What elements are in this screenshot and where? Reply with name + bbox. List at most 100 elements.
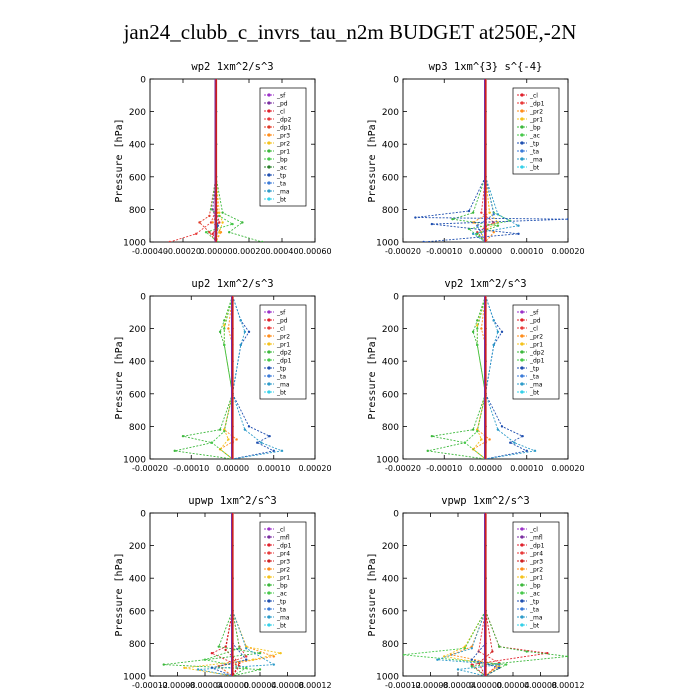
data-point (492, 231, 495, 234)
legend-entry-label: _pr2 (276, 333, 290, 340)
data-point (218, 211, 221, 214)
y-tick-label: 200 (382, 542, 399, 552)
data-point (471, 211, 475, 214)
legend-entry-label: _pr2 (529, 566, 543, 573)
data-point (422, 240, 425, 242)
legend-entry-label: _pr2 (276, 140, 290, 147)
legend-marker (520, 390, 524, 394)
legend-entry-label: _pr2 (529, 333, 543, 340)
legend-marker (520, 382, 524, 386)
data-point (218, 428, 222, 431)
data-point (217, 645, 220, 648)
data-point (498, 663, 501, 666)
y-tick-label: 1000 (376, 456, 399, 466)
legend-marker (267, 591, 271, 595)
data-point (256, 441, 259, 444)
legend-box (259, 87, 307, 207)
data-point (566, 217, 568, 221)
x-tick-label: 0.00008 (524, 681, 557, 690)
data-point (203, 658, 207, 661)
data-point (204, 231, 208, 234)
data-point (470, 647, 473, 650)
legend-entry-label: _pr4 (529, 550, 543, 557)
legend-entry-label: _bp (276, 156, 288, 163)
legend-marker (267, 382, 271, 386)
data-point (272, 663, 275, 666)
legend-entry-label: _pr3 (276, 132, 290, 139)
series-line-ac (403, 513, 508, 676)
legend-entry-label: _ac (276, 164, 287, 171)
y-tick-label: 400 (129, 358, 146, 368)
legend-entry-label: _bt (276, 389, 287, 396)
y-axis-label: Pressure [hPa] (114, 552, 125, 636)
data-point (500, 330, 504, 334)
data-point (496, 330, 500, 334)
data-point (210, 441, 214, 444)
chart-panel-3: up2 1xm^2/s^3 Pressure [hPa] 0 200 400 600 800… (114, 278, 332, 473)
legend-marker (520, 101, 524, 105)
data-point (496, 224, 500, 227)
legend-marker (520, 133, 524, 137)
data-point (168, 240, 171, 242)
data-point (463, 647, 467, 650)
y-tick-label: 200 (129, 108, 146, 118)
y-tick-label: 200 (382, 325, 399, 335)
legend-marker (267, 390, 271, 394)
series-line-bp (163, 513, 261, 676)
data-point (209, 221, 213, 224)
legend-marker (520, 623, 524, 627)
series-line-cl (212, 79, 220, 242)
legend-entry-label: _dp1 (529, 357, 545, 364)
data-point (218, 330, 222, 334)
data-point (476, 319, 479, 322)
y-tick-label: 600 (129, 607, 146, 617)
y-tick-label: 600 (382, 607, 399, 617)
y-tick-label: 800 (129, 206, 146, 216)
data-point (241, 221, 244, 224)
y-tick-label: 800 (129, 423, 146, 433)
data-point (224, 648, 227, 652)
y-axis-label: Pressure [hPa] (367, 552, 378, 636)
series-line-pr2 (472, 296, 491, 459)
legend-marker (267, 350, 271, 354)
data-point (492, 343, 495, 347)
legend-entry-label: _dp1 (529, 100, 545, 107)
data-point (476, 327, 479, 330)
legend-entry-label: _ta (276, 180, 286, 187)
x-tick-label: 0.00020 (298, 464, 331, 473)
data-point (227, 327, 230, 330)
legend-marker (520, 149, 524, 153)
data-point (223, 319, 226, 322)
legend-marker (520, 366, 524, 370)
x-tick-label: 0.00020 (232, 247, 265, 256)
x-tick-label: -0.00012 (385, 681, 421, 690)
legend-marker (267, 109, 271, 113)
legend-marker (267, 366, 271, 370)
x-tick-label: 0.00004 (243, 681, 276, 690)
legend-marker (520, 607, 524, 611)
data-point (235, 438, 238, 441)
legend-marker (267, 141, 271, 145)
legend-entry-label: _dp1 (529, 542, 545, 549)
legend-marker (267, 326, 271, 330)
data-point (227, 438, 230, 441)
data-point (210, 651, 214, 655)
legend-marker (520, 543, 524, 547)
legend-marker (520, 93, 524, 97)
y-tick-label: 600 (382, 390, 399, 400)
data-point (451, 217, 454, 221)
legend-entry-label: _ac (529, 132, 540, 139)
legend-marker (520, 334, 524, 338)
legend-marker (267, 615, 271, 619)
legend-marker (520, 318, 524, 322)
legend-entry-label: _sf (276, 309, 286, 316)
series-line-tp (471, 513, 501, 676)
y-tick-label: 200 (129, 325, 146, 335)
data-point (521, 434, 524, 438)
data-point (223, 430, 226, 433)
legend-marker (520, 567, 524, 571)
data-point (239, 319, 242, 322)
legend-marker (520, 157, 524, 161)
x-tick-label: -0.00020 (132, 464, 168, 473)
